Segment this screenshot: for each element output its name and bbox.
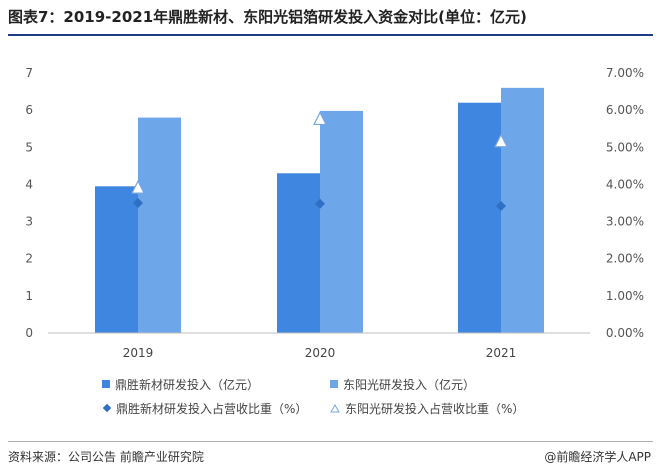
right-y-tick-label: 5.00% xyxy=(606,140,644,154)
legend-item-dingsheng-ratio: 鼎胜新材研发投入占营收比重（%） xyxy=(102,400,330,417)
right-y-tick-label: 3.00% xyxy=(606,215,644,229)
x-tick-label: 2021 xyxy=(486,346,517,360)
legend-item-dongyang-bar: 东阳光研发投入（亿元） xyxy=(330,376,558,393)
brand-credit: @前瞻经济学人APP xyxy=(544,450,651,464)
left-y-tick-label: 6 xyxy=(25,103,33,117)
legend-label-dingsheng-bar: 鼎胜新材研发投入（亿元） xyxy=(115,377,260,392)
marker-series xyxy=(131,111,508,211)
triangle-icon xyxy=(330,403,340,412)
x-tick-label: 2020 xyxy=(305,346,336,360)
bar-dongyang-rd xyxy=(138,117,181,333)
left-y-tick-label: 1 xyxy=(25,289,33,303)
marker-dingsheng-ratio xyxy=(496,200,506,211)
left-y-axis-ticks: 0 1 2 3 4 5 6 7 xyxy=(25,66,33,340)
bar-dongyang-rd xyxy=(320,110,363,333)
title-divider xyxy=(8,34,653,36)
bar-dongyang-rd xyxy=(501,87,544,333)
diamond-icon xyxy=(102,403,112,413)
left-y-tick-label: 7 xyxy=(25,66,33,80)
bar-series xyxy=(95,87,544,333)
bar-dingsheng-rd xyxy=(277,173,320,333)
right-y-tick-label: 0.00% xyxy=(606,326,644,340)
bar-dingsheng-rd xyxy=(458,102,501,333)
right-y-tick-label: 4.00% xyxy=(606,177,644,191)
right-y-axis-ticks: 0.00% 1.00% 2.00% 3.00% 4.00% 5.00% 6.00% 7.00% xyxy=(606,66,644,340)
right-y-tick-label: 6.00% xyxy=(606,103,644,117)
marker-dongyang-ratio xyxy=(494,133,508,148)
legend-label-dongyang-ratio: 东阳光研发投入占营收比重（%） xyxy=(345,401,525,416)
legend-label-dongyang-bar: 东阳光研发投入（亿元） xyxy=(343,377,476,392)
x-tick-label: 2019 xyxy=(123,346,154,360)
marker-dongyang-ratio xyxy=(131,179,145,194)
legend-item-dongyang-ratio: 东阳光研发投入占营收比重（%） xyxy=(330,400,558,417)
legend-swatch-dingsheng-bar xyxy=(102,380,110,388)
legend-label-dingsheng-ratio: 鼎胜新材研发投入占营收比重（%） xyxy=(116,401,308,416)
marker-dingsheng-ratio xyxy=(315,198,325,209)
chart-title: 图表7：2019-2021年鼎胜新材、东阳光铝箔研发投入资金对比(单位：亿元) xyxy=(8,8,527,26)
bar-dingsheng-rd xyxy=(95,186,138,333)
chart-canvas: 0 1 2 3 4 5 6 7 0.00% 1.00% 2.00% 3.00% 4.00% 5.00% 6… xyxy=(25,66,644,360)
right-y-tick-label: 1.00% xyxy=(606,289,644,303)
marker-dingsheng-ratio xyxy=(133,198,143,208)
left-y-tick-label: 4 xyxy=(25,177,33,191)
legend-swatch-dongyang-bar xyxy=(330,380,338,388)
right-y-tick-label: 2.00% xyxy=(606,252,644,266)
left-y-tick-label: 5 xyxy=(25,140,33,154)
source-note: 资料来源：公司公告 前瞻产业研究院 xyxy=(8,450,204,464)
legend-item-dingsheng-bar: 鼎胜新材研发投入（亿元） xyxy=(102,376,330,393)
marker-dongyang-ratio xyxy=(313,111,327,126)
x-axis-labels: 2019 2020 2021 xyxy=(123,346,517,360)
footer-divider xyxy=(8,441,653,442)
legend: 鼎胜新材研发投入（亿元） 东阳光研发投入（亿元） 鼎胜新材研发投入占营收比重（%… xyxy=(102,372,582,420)
left-y-tick-label: 3 xyxy=(25,215,33,229)
left-y-tick-label: 0 xyxy=(25,326,33,340)
left-y-tick-label: 2 xyxy=(25,252,33,266)
right-y-tick-label: 7.00% xyxy=(606,66,644,80)
